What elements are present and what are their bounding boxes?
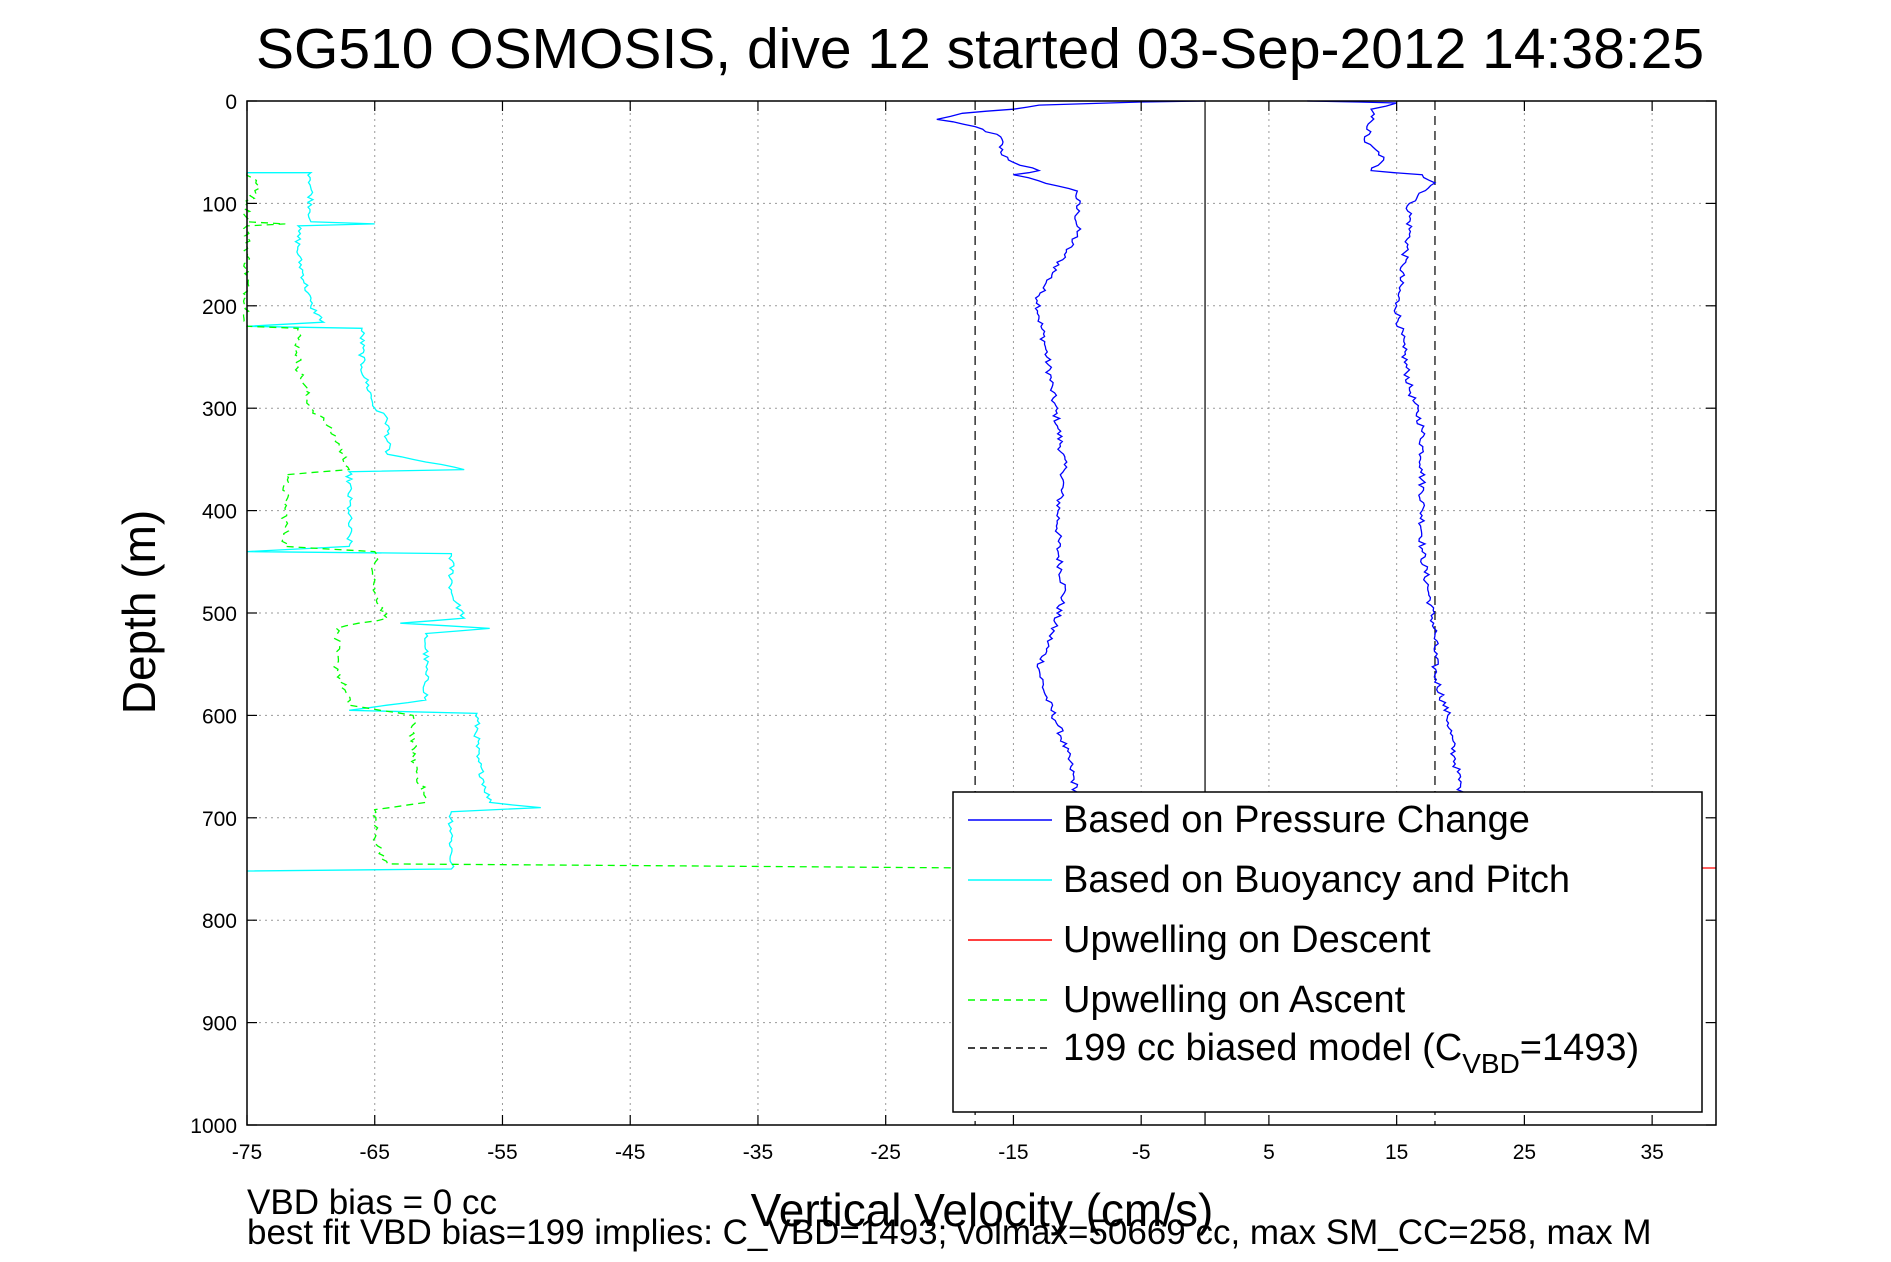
x-tick-label: -75 <box>232 1141 262 1164</box>
x-tick-label: -55 <box>487 1141 517 1164</box>
legend-label: Upwelling on Ascent <box>1063 979 1406 1021</box>
x-axis-ticks: -75 -65 -55 -45 -35 -25 -15 -5 5 15 25 35 <box>232 101 1664 1164</box>
legend-box <box>952 791 1703 1113</box>
legend-label: Based on Buoyancy and Pitch <box>1063 859 1570 901</box>
y-tick-label: 200 <box>202 296 237 319</box>
legend-label: Based on Pressure Change <box>1063 799 1530 841</box>
y-tick-label: 100 <box>202 193 237 216</box>
x-tick-label: -65 <box>360 1141 390 1164</box>
x-tick-label: 15 <box>1385 1141 1408 1164</box>
y-tick-label: 600 <box>202 705 237 728</box>
series-line-1-trace <box>246 172 541 872</box>
y-tick-label: 1000 <box>190 1115 237 1138</box>
x-axis-label: Vertical Velocity (cm/s) <box>751 1184 1214 1236</box>
x-tick-label: 35 <box>1640 1141 1663 1164</box>
footer-bias-text: VBD bias = 0 cc <box>247 1183 497 1222</box>
x-tick-label: 25 <box>1513 1141 1536 1164</box>
y-axis-ticks: 0 100 200 300 400 500 600 700 800 900 1000 <box>190 91 1716 1138</box>
series-line-3-trace <box>242 172 976 870</box>
y-tick-label: 700 <box>202 808 237 831</box>
y-axis-label: Depth (m) <box>113 510 165 714</box>
y-tick-label: 0 <box>225 91 237 114</box>
x-tick-label: -15 <box>998 1141 1028 1164</box>
y-tick-label: 400 <box>202 501 237 524</box>
legend-label: Upwelling on Descent <box>1063 919 1431 961</box>
y-tick-label: 800 <box>202 910 237 933</box>
chart-title: SG510 OSMOSIS, dive 12 started 03-Sep-20… <box>256 17 1704 81</box>
series-layer <box>242 100 1716 872</box>
y-tick-label: 900 <box>202 1013 237 1036</box>
footer-best-fit-text: best fit VBD bias=199 implies: C_VBD=149… <box>247 1213 1652 1252</box>
series-line-0-ascent <box>1307 100 1466 798</box>
y-tick-label: 300 <box>202 398 237 421</box>
legend: Based on Pressure Change Based on Buoyanc… <box>952 791 1703 1113</box>
x-tick-label: -45 <box>615 1141 645 1164</box>
x-tick-label: -25 <box>871 1141 901 1164</box>
x-tick-label: -35 <box>743 1141 773 1164</box>
y-tick-label: 500 <box>202 603 237 626</box>
x-tick-label: -5 <box>1132 1141 1151 1164</box>
x-tick-label: 5 <box>1263 1141 1275 1164</box>
series-line-0-descent <box>936 100 1206 798</box>
